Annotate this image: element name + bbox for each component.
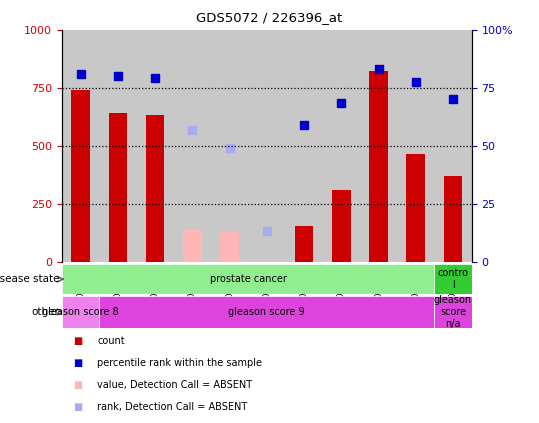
Bar [211,30,248,262]
Bar [220,232,239,262]
Bar [146,115,164,262]
Text: gleason
score
n/a: gleason score n/a [434,295,472,329]
Text: GDS5072 / 226396_at: GDS5072 / 226396_at [196,11,343,24]
Bar [99,296,434,328]
Bar [360,30,397,262]
Text: count: count [97,335,125,346]
Text: ■: ■ [73,379,82,390]
Bar [286,30,323,262]
Bar [369,71,388,262]
Bar [62,296,99,328]
Bar [71,90,90,262]
Bar [434,296,472,328]
Text: rank, Detection Call = ABSENT: rank, Detection Call = ABSENT [97,401,247,412]
Bar [183,230,202,262]
Bar [136,30,174,262]
Bar [62,30,99,262]
Bar [174,30,211,262]
Text: disease state: disease state [0,274,59,284]
Bar [397,30,434,262]
Text: contro
l: contro l [438,268,468,290]
Text: other: other [31,307,59,317]
Text: value, Detection Call = ABSENT: value, Detection Call = ABSENT [97,379,252,390]
Bar [332,190,350,262]
Text: gleason score 9: gleason score 9 [229,307,305,317]
Bar [434,264,472,294]
Bar [99,30,136,262]
Bar [323,30,360,262]
Bar [406,154,425,262]
Text: ■: ■ [73,335,82,346]
Bar [295,226,313,262]
Text: gleason score 8: gleason score 8 [42,307,119,317]
Bar [248,30,286,262]
Bar [434,30,472,262]
Text: prostate cancer: prostate cancer [210,274,287,284]
Bar [108,113,127,262]
Text: percentile rank within the sample: percentile rank within the sample [97,357,262,368]
Text: ■: ■ [73,357,82,368]
Text: ■: ■ [73,401,82,412]
Bar [444,176,462,262]
